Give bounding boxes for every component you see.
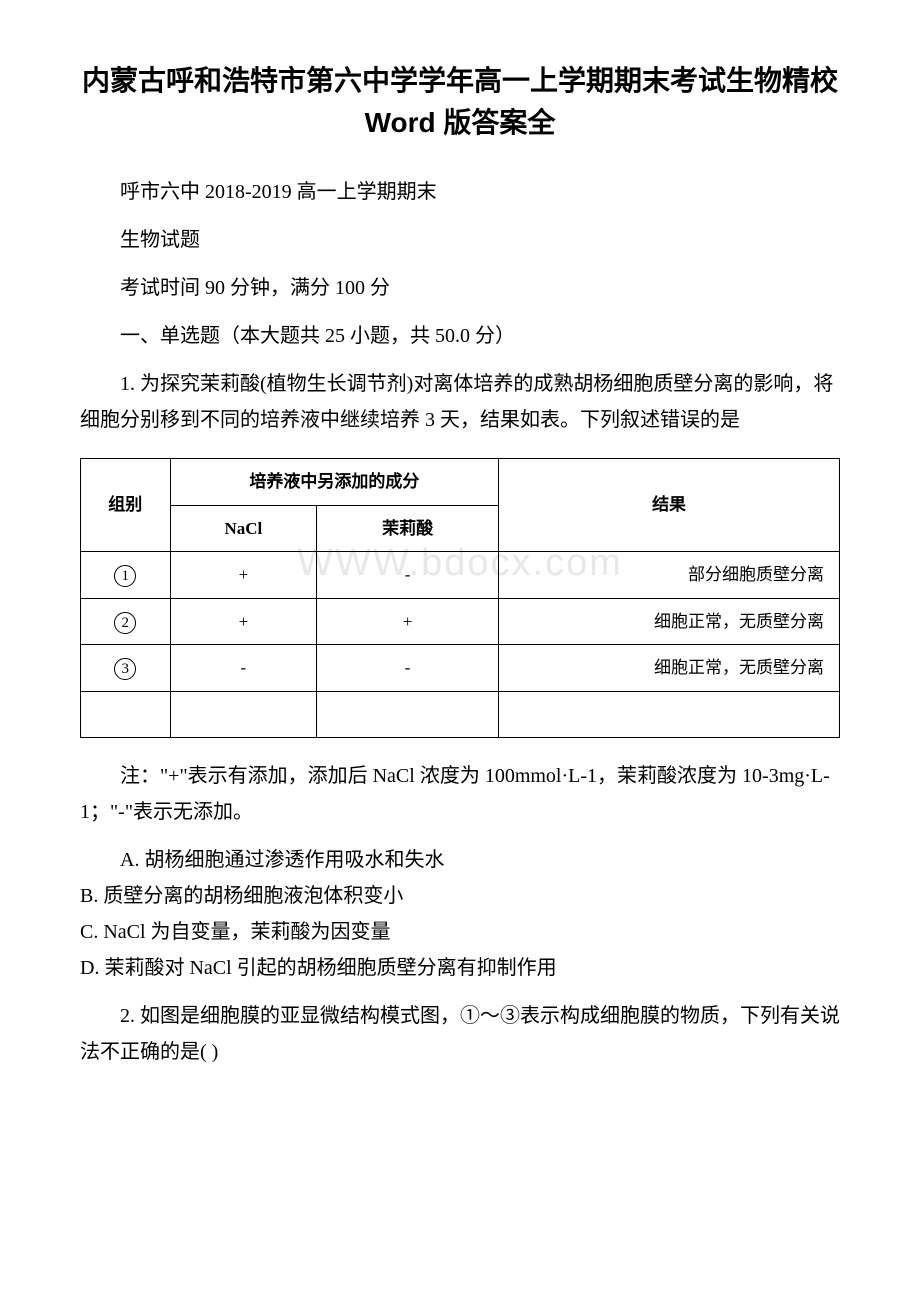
circled-number-3: 3 xyxy=(114,658,136,680)
option-c: C. NaCl 为自变量，茉莉酸为因变量 xyxy=(80,914,840,950)
table-col-nacl: NaCl xyxy=(170,505,317,552)
row1-jasmine: - xyxy=(317,552,499,599)
row2-result: 细胞正常，无质壁分离 xyxy=(499,598,840,645)
subtitle-subject: 生物试题 xyxy=(80,222,840,258)
section-heading: 一、单选题（本大题共 25 小题，共 50.0 分） xyxy=(80,318,840,354)
question-1-table-container: WWW.bdocx.com 组别 培养液中另添加的成分 结果 NaCl 茉莉酸 … xyxy=(80,458,840,738)
row3-nacl: - xyxy=(170,645,317,692)
question-1-note: 注："+"表示有添加，添加后 NaCl 浓度为 100mmol·L-1，茉莉酸浓… xyxy=(80,758,840,830)
table-header-result: 结果 xyxy=(499,459,840,552)
question-2-stem: 2. 如图是细胞膜的亚显微结构模式图，①～③表示构成细胞膜的物质，下列有关说法不… xyxy=(80,998,840,1070)
table-row: 2 + + 细胞正常，无质壁分离 xyxy=(81,598,840,645)
table-row-empty xyxy=(81,691,840,738)
row3-label: 3 xyxy=(81,645,171,692)
table-row: 1 + - 部分细胞质壁分离 xyxy=(81,552,840,599)
table-header-row-1: 组别 培养液中另添加的成分 结果 xyxy=(81,459,840,506)
row1-result: 部分细胞质壁分离 xyxy=(499,552,840,599)
circled-number-1: 1 xyxy=(114,565,136,587)
empty-cell xyxy=(81,691,171,738)
row1-label: 1 xyxy=(81,552,171,599)
document-title: 内蒙古呼和浩特市第六中学学年高一上学期期末考试生物精校 Word 版答案全 xyxy=(80,60,840,144)
question-1-table: 组别 培养液中另添加的成分 结果 NaCl 茉莉酸 1 + - 部分细胞质壁分离… xyxy=(80,458,840,738)
empty-cell xyxy=(170,691,317,738)
question-1-stem: 1. 为探究茉莉酸(植物生长调节剂)对离体培养的成熟胡杨细胞质壁分离的影响，将细… xyxy=(80,366,840,438)
table-col-jasmine: 茉莉酸 xyxy=(317,505,499,552)
row3-jasmine: - xyxy=(317,645,499,692)
question-1-options: A. 胡杨细胞通过渗透作用吸水和失水 B. 质壁分离的胡杨细胞液泡体积变小 C.… xyxy=(80,842,840,986)
row2-label: 2 xyxy=(81,598,171,645)
option-a: A. 胡杨细胞通过渗透作用吸水和失水 xyxy=(80,842,840,878)
option-b: B. 质壁分离的胡杨细胞液泡体积变小 xyxy=(80,878,840,914)
circled-number-2: 2 xyxy=(114,612,136,634)
row1-nacl: + xyxy=(170,552,317,599)
exam-info: 考试时间 90 分钟，满分 100 分 xyxy=(80,270,840,306)
empty-cell xyxy=(317,691,499,738)
table-row: 3 - - 细胞正常，无质壁分离 xyxy=(81,645,840,692)
empty-cell xyxy=(499,691,840,738)
row2-nacl: + xyxy=(170,598,317,645)
table-header-group: 组别 xyxy=(81,459,171,552)
subtitle-school: 呼市六中 2018-2019 高一上学期期末 xyxy=(80,174,840,210)
option-d: D. 茉莉酸对 NaCl 引起的胡杨细胞质壁分离有抑制作用 xyxy=(80,950,840,986)
row2-jasmine: + xyxy=(317,598,499,645)
row3-result: 细胞正常，无质壁分离 xyxy=(499,645,840,692)
table-header-additions: 培养液中另添加的成分 xyxy=(170,459,499,506)
